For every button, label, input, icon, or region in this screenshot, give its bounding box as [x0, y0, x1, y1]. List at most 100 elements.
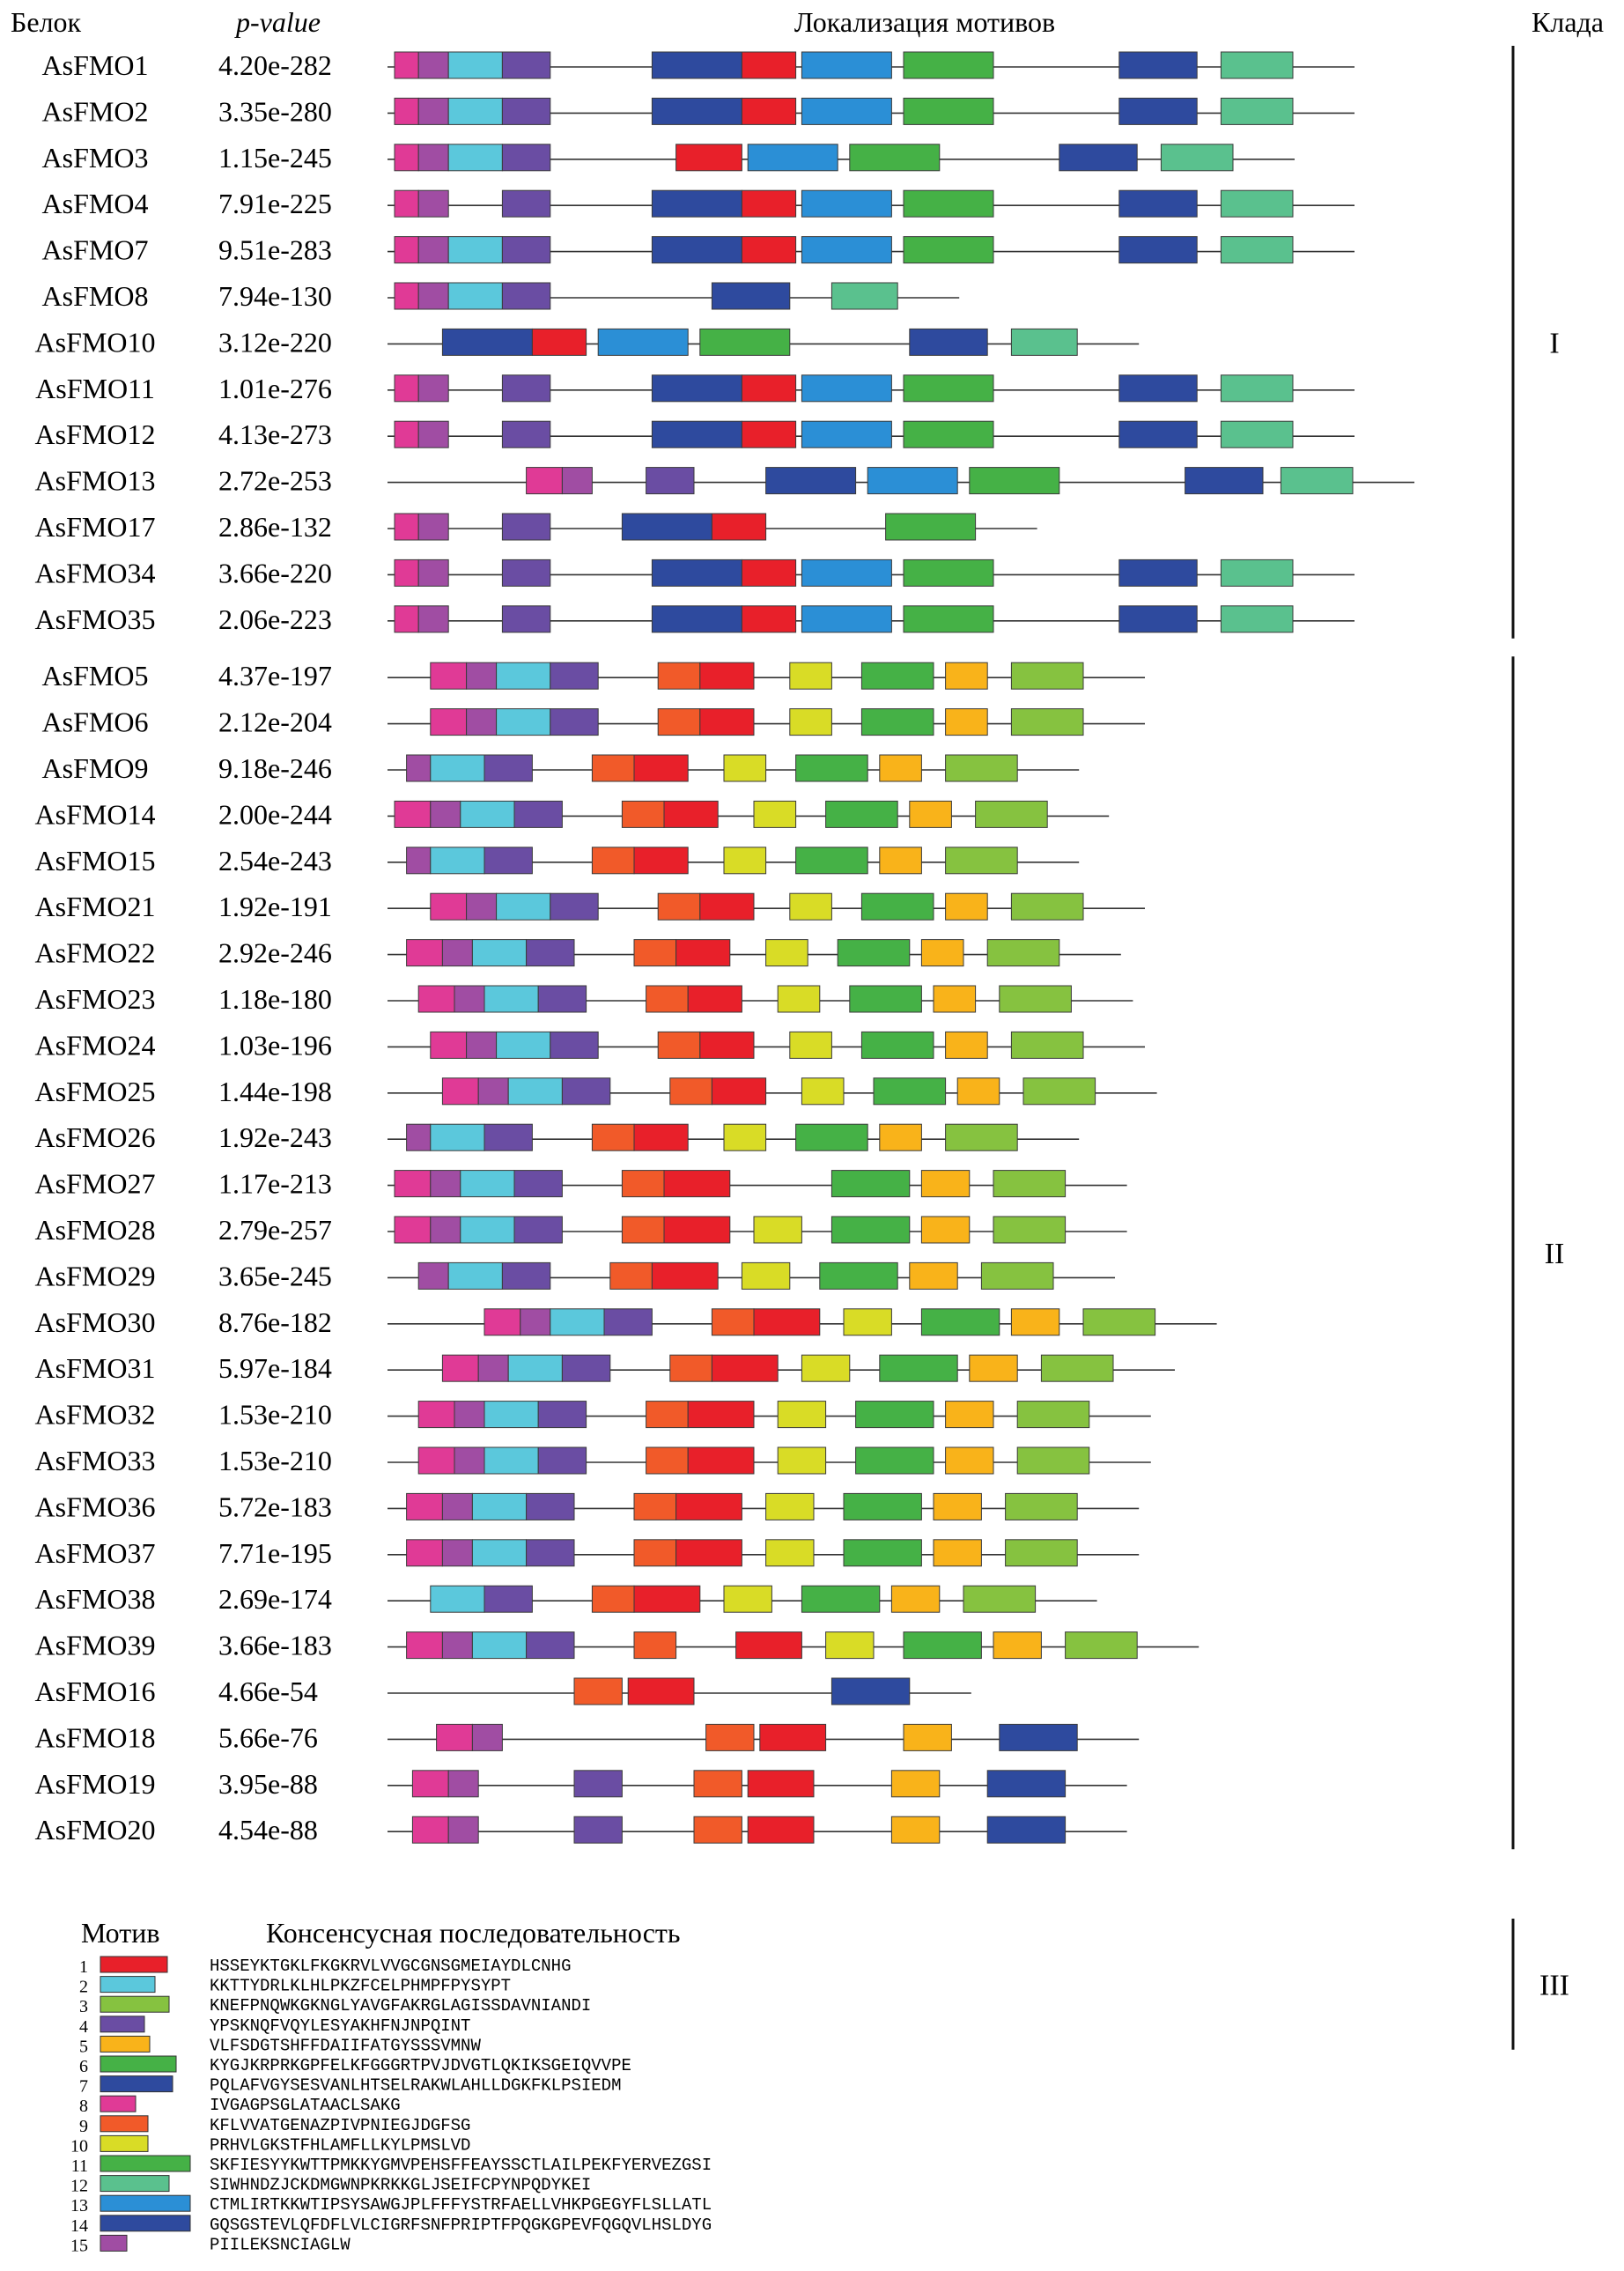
legend-number: 8	[79, 2097, 88, 2116]
motif-1-box	[687, 1401, 755, 1429]
protein-row: AsFMO24 1.03e-196	[35, 1029, 1145, 1061]
motif-12-box	[1220, 97, 1294, 125]
motif-8-box	[406, 939, 443, 967]
motif-8-box	[394, 800, 432, 828]
motif-9-box	[705, 1723, 755, 1751]
motif-4-box	[526, 1631, 575, 1660]
protein-pvalue: 4.13e-273	[218, 418, 332, 450]
motif-9-box	[669, 1354, 712, 1382]
motif-6-box	[843, 1539, 922, 1567]
motif-15-box	[441, 1631, 473, 1660]
protein-pvalue: 5.66e-76	[218, 1721, 318, 1753]
motif-2-box	[471, 1631, 528, 1660]
legend-number: 13	[70, 2196, 88, 2216]
motif-9-box	[646, 985, 689, 1013]
motif-15-box	[406, 847, 432, 875]
motif-15-box	[417, 189, 449, 218]
protein-row: AsFMO16 4.66e-54	[35, 1676, 971, 1707]
protein-name: AsFMO32	[35, 1399, 156, 1431]
protein-name: AsFMO12	[35, 418, 156, 450]
motif-3-box	[993, 1170, 1067, 1198]
motif-13-box	[801, 236, 892, 264]
protein-name: AsFMO26	[35, 1121, 156, 1153]
motif-1-box	[711, 1077, 767, 1106]
motif-11-box	[903, 189, 994, 218]
motif-2-box	[447, 97, 503, 125]
protein-pvalue: 2.00e-244	[218, 798, 332, 830]
legend-number: 3	[79, 1997, 88, 2016]
motif-6-box	[819, 1261, 898, 1290]
protein-row: AsFMO8 7.94e-130	[42, 280, 960, 312]
motif-8-box	[394, 420, 419, 448]
motif-1-box	[633, 754, 689, 782]
protein-name: AsFMO33	[35, 1445, 156, 1476]
protein-row: AsFMO30 8.76e-182	[35, 1306, 1217, 1338]
protein-pvalue: 5.72e-183	[218, 1491, 332, 1522]
motif-8-box	[430, 892, 468, 921]
motif-6-box	[860, 662, 934, 690]
motif-8-box	[526, 467, 563, 495]
motif-15-box	[430, 1170, 461, 1198]
protein-name: AsFMO28	[35, 1214, 156, 1246]
motif-12-box	[1220, 420, 1294, 448]
motif-8-box	[417, 985, 455, 1013]
motif-1-box	[741, 189, 797, 218]
legend-swatch	[100, 2016, 145, 2033]
motif-3-box	[945, 754, 1018, 782]
protein-name: AsFMO17	[35, 511, 156, 543]
legend-swatch	[100, 2134, 149, 2152]
motif-15-box	[417, 1261, 449, 1290]
protein-name: AsFMO1	[42, 49, 149, 81]
motif-1-box	[699, 662, 755, 690]
motif-3-box	[993, 1216, 1067, 1244]
protein-row: AsFMO21 1.92e-191	[35, 891, 1145, 922]
protein-row: AsFMO1 4.20e-282	[42, 49, 1355, 81]
motif-4-box	[526, 1539, 575, 1567]
motif-10-box	[723, 754, 767, 782]
protein-name: AsFMO25	[35, 1076, 156, 1107]
motif-15-box	[466, 662, 498, 690]
motif-1-box	[663, 800, 719, 828]
motif-3-box	[980, 1261, 1054, 1290]
motif-10-box	[765, 1539, 815, 1567]
protein-pvalue: 9.51e-283	[218, 234, 332, 266]
motif-10-box	[843, 1308, 892, 1336]
motif-2-box	[496, 892, 551, 921]
motif-5-box	[945, 1401, 994, 1429]
legend-swatch	[100, 2095, 137, 2112]
motif-5-box	[933, 1492, 982, 1520]
legend-sequence: YPSKNQFVQYLESYAKHFNJNPQINT	[210, 2016, 470, 2036]
motif-12-box	[1220, 605, 1294, 633]
protein-name: AsFMO24	[35, 1029, 156, 1061]
motif-9-box	[657, 1031, 701, 1059]
motif-14-box	[1118, 97, 1198, 125]
motif-10-box	[741, 1261, 791, 1290]
motif-13-box	[801, 374, 892, 403]
legend-sequence: PRHVLGKSTFHLAMFLLKYLPMSLVD	[210, 2135, 470, 2155]
motif-8-box	[430, 662, 468, 690]
motif-11-box	[903, 51, 994, 79]
motif-8-box	[394, 282, 419, 310]
motif-2-box	[484, 1401, 539, 1429]
protein-pvalue: 9.18e-246	[218, 752, 332, 784]
motif-5-box	[945, 892, 988, 921]
motif-8-box	[406, 1539, 443, 1567]
motif-1-box	[633, 1123, 689, 1151]
motif-15-box	[447, 1770, 479, 1798]
legend-sequence: IVGAGPSGLATAACLSAKG	[210, 2096, 401, 2115]
motif-10-box	[789, 708, 832, 736]
motif-8-box	[406, 1631, 443, 1660]
protein-row: AsFMO38 2.69e-174	[35, 1583, 1097, 1615]
legend-swatch	[100, 2055, 177, 2073]
motif-8-box	[394, 236, 419, 264]
motif-3-box	[1022, 1077, 1096, 1106]
motif-4-box	[561, 1077, 611, 1106]
motif-2-box	[507, 1077, 563, 1106]
motif-12-box	[1220, 374, 1294, 403]
motif-4-box	[501, 236, 551, 264]
legend-swatch	[100, 2194, 191, 2212]
motif-15-box	[466, 892, 498, 921]
motif-4-box	[513, 800, 563, 828]
motif-15-box	[417, 513, 449, 541]
